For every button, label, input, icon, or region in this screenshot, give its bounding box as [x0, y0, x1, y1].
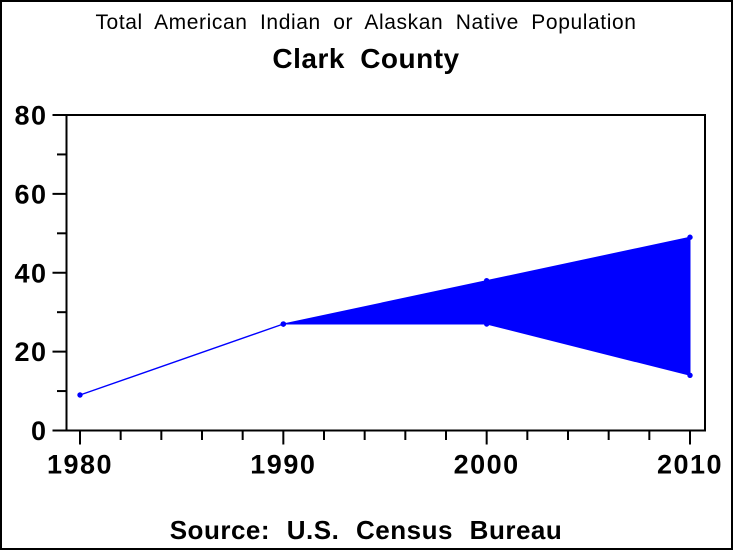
- data-point-marker: [687, 372, 693, 378]
- data-point-marker: [687, 234, 693, 240]
- y-axis-tick-label: 80: [14, 101, 47, 131]
- x-axis-tick-label: 2010: [657, 450, 723, 480]
- data-point-marker: [483, 277, 490, 284]
- plot-area: 1980 1990 2000 2010 0 20 40 60 80: [14, 101, 723, 480]
- source-caption: Source: U.S. Census Bureau: [170, 515, 563, 545]
- x-axis-tick-label: 1990: [250, 450, 316, 480]
- census-line: [79, 323, 284, 396]
- data-point-marker: [280, 321, 287, 327]
- y-axis-tick-label: 20: [14, 337, 47, 367]
- chart-title: Total American Indian or Alaskan Native …: [95, 11, 636, 34]
- y-axis-tick-label: 60: [14, 179, 47, 209]
- x-axis-tick-label: 2000: [454, 450, 520, 480]
- projection-band: [283, 236, 691, 376]
- data-point-marker: [483, 321, 490, 327]
- data-point-marker: [77, 392, 83, 398]
- chart-subtitle: Clark County: [272, 43, 459, 74]
- y-axis-tick-label: 0: [31, 416, 48, 446]
- y-axis-tick-label: 40: [14, 258, 47, 288]
- x-axis-tick-label: 1980: [47, 450, 113, 480]
